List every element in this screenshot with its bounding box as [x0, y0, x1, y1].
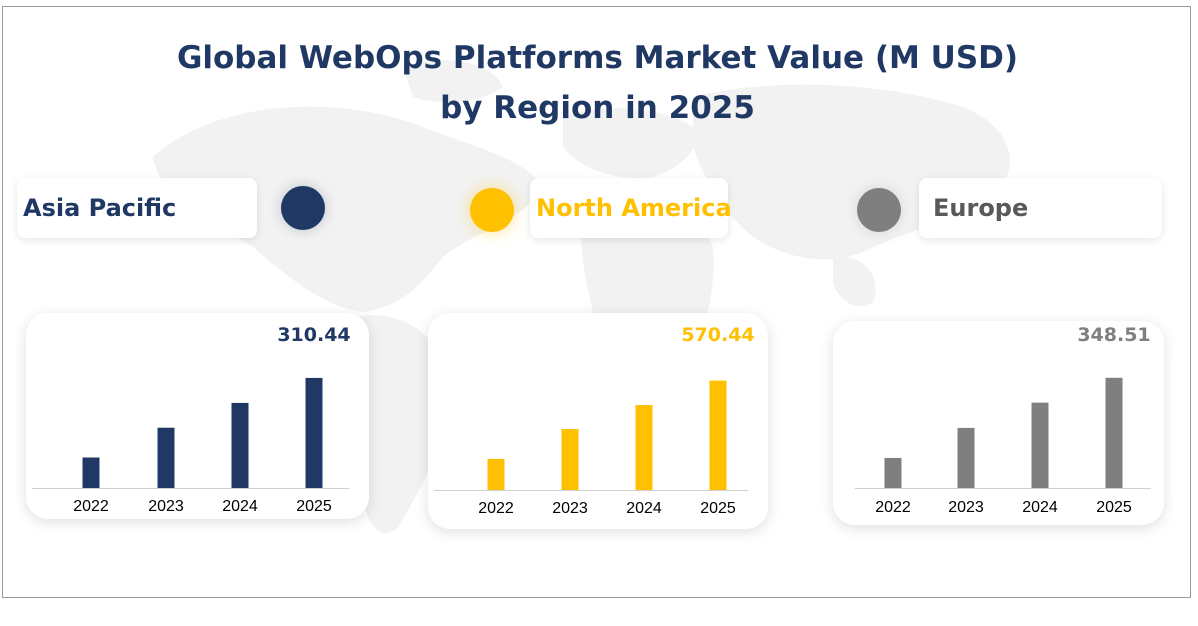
region-label-asia-pacific: Asia Pacific	[17, 178, 257, 238]
region-label-europe: Europe	[919, 178, 1162, 238]
chart-card-asia-pacific: 2022 2023 2024 2025 310.44	[26, 313, 369, 519]
region-name-north-america: North America	[536, 194, 732, 222]
bar-asia-pacific-2022	[82, 457, 100, 488]
chart-card-europe: 2022 2023 2024 2025 348.51	[833, 321, 1164, 525]
data-label-asia-pacific-2025: 310.44	[277, 324, 350, 346]
bar-north-america-2025	[709, 380, 727, 490]
region-dot-europe	[857, 188, 901, 232]
chart-card-north-america: 2022 2023 2024 2025 570.44	[428, 313, 768, 529]
chart-title: Global WebOps Platforms Market Value (M …	[3, 33, 1190, 133]
bar-asia-pacific-2023	[157, 427, 175, 488]
x-tick-label-europe-2023: 2023	[948, 499, 984, 516]
x-tick-label-north-america-2024: 2024	[626, 500, 662, 517]
bar-europe-2025	[1105, 377, 1123, 488]
chart-title-line-1: Global WebOps Platforms Market Value (M …	[176, 40, 1019, 76]
x-tick-label-europe-2025: 2025	[1096, 499, 1132, 516]
bar-north-america-2023	[561, 429, 579, 490]
bar-chart-north-america: 2022 2023 2024 2025 570.44	[434, 324, 755, 517]
bar-asia-pacific-2025	[305, 377, 323, 488]
bar-chart-asia-pacific: 2022 2023 2024 2025 310.44	[32, 324, 351, 515]
x-tick-label-europe-2024: 2024	[1022, 499, 1058, 516]
region-dot-asia-pacific	[281, 186, 325, 230]
bar-north-america-2022	[487, 458, 505, 490]
bar-europe-2022	[884, 457, 902, 488]
x-tick-label-europe-2022: 2022	[875, 499, 911, 516]
x-tick-label-north-america-2023: 2023	[552, 500, 588, 517]
x-tick-label-asia-pacific-2023: 2023	[148, 498, 184, 515]
bar-north-america-2024	[635, 405, 653, 490]
bar-europe-2023	[957, 427, 975, 488]
region-dot-north-america	[470, 188, 514, 232]
region-name-asia-pacific: Asia Pacific	[23, 194, 177, 222]
x-tick-label-north-america-2025: 2025	[700, 500, 736, 517]
chart-title-line-2: by Region in 2025	[440, 90, 755, 126]
bar-europe-2024	[1031, 402, 1049, 488]
data-label-europe-2025: 348.51	[1077, 324, 1150, 346]
bar-chart-europe: 2022 2023 2024 2025 348.51	[855, 324, 1151, 516]
region-label-north-america: North America	[530, 178, 732, 238]
region-name-europe: Europe	[933, 194, 1029, 222]
bar-asia-pacific-2024	[231, 402, 249, 488]
x-tick-label-north-america-2022: 2022	[478, 500, 514, 517]
infographic-frame: Global WebOps Platforms Market Value (M …	[2, 6, 1191, 598]
data-label-north-america-2025: 570.44	[681, 324, 754, 346]
x-tick-label-asia-pacific-2022: 2022	[73, 498, 109, 515]
x-tick-label-asia-pacific-2024: 2024	[222, 498, 258, 515]
x-tick-label-asia-pacific-2025: 2025	[296, 498, 332, 515]
